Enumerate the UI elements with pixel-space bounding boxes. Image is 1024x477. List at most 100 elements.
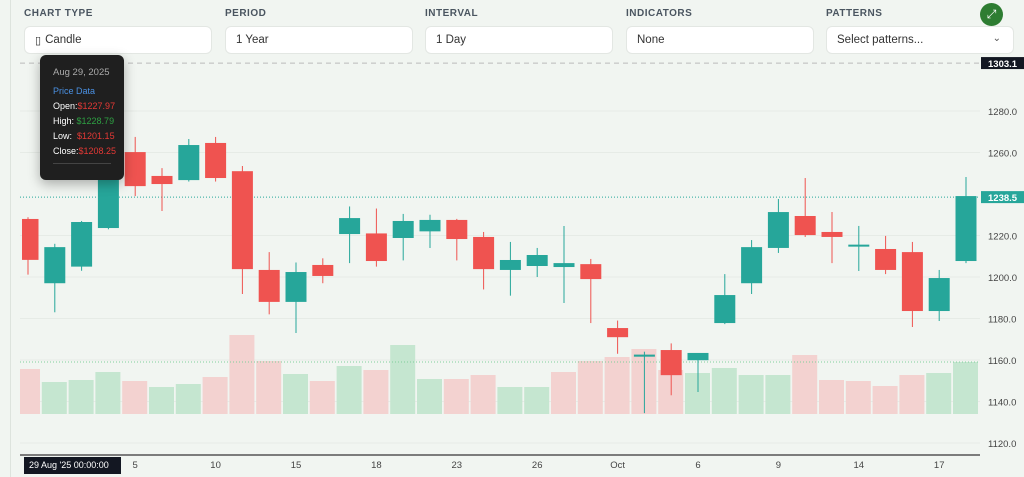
- volume-bar: [229, 335, 255, 414]
- candle-up: [178, 145, 200, 181]
- candle-down: [231, 171, 253, 270]
- volume-bar: [149, 387, 174, 414]
- candle-icon: ▯: [35, 34, 42, 47]
- candle-down: [794, 215, 816, 236]
- volume-bar: [175, 384, 201, 414]
- patterns-placeholder: Select patterns...: [837, 34, 924, 46]
- indicators-select[interactable]: None: [626, 26, 814, 54]
- x-tick-label: 17: [934, 460, 945, 471]
- crosshair-x-label: 29 Aug '25 00:00:00: [29, 460, 109, 470]
- volume-bar: [336, 366, 362, 414]
- y-tick-label: 1160.0: [988, 356, 1016, 367]
- candle-down: [660, 350, 682, 376]
- volume-bar: [845, 381, 871, 414]
- low-value: $1201.15: [77, 131, 115, 141]
- tooltip-close: Close:$1208.25: [53, 146, 116, 156]
- volume-bar: [819, 380, 844, 414]
- volume-bar: [551, 372, 576, 414]
- volume-bar: [283, 374, 308, 414]
- candle-down: [446, 219, 468, 240]
- candle-up: [553, 263, 575, 268]
- candle-up: [767, 212, 789, 248]
- candle-up: [97, 164, 119, 229]
- volume-bar: [202, 377, 228, 414]
- chart-type-select[interactable]: ▯ Candle: [24, 26, 212, 54]
- tooltip-low: Low: $1201.15: [53, 131, 115, 141]
- candle-up: [419, 219, 441, 232]
- period-select[interactable]: 1 Year: [225, 26, 413, 54]
- candle-down: [258, 269, 280, 302]
- candle-down: [365, 233, 387, 262]
- candle-up: [44, 247, 66, 284]
- candle-down: [312, 264, 334, 276]
- volume-bar: [470, 375, 496, 414]
- crosshair-x-badge: [24, 457, 121, 474]
- volume-bar: [68, 380, 94, 414]
- x-tick-label: 14: [854, 460, 865, 471]
- high-value: $1228.79: [76, 116, 115, 126]
- patterns-select[interactable]: Select patterns... ⌄: [826, 26, 1014, 54]
- period-value: 1 Year: [236, 34, 269, 46]
- open-value: $1227.97: [77, 101, 116, 111]
- volume-bar: [417, 379, 442, 414]
- volume-bar: [95, 372, 121, 414]
- candle-down: [124, 152, 146, 187]
- candle-up: [71, 222, 93, 267]
- candle-down: [580, 264, 602, 280]
- high-label: High:: [53, 116, 75, 126]
- tooltip: Aug 29, 2025 Price Data Open:$1227.97 Hi…: [40, 55, 124, 180]
- interval-label: INTERVAL: [425, 8, 479, 19]
- volume-bar: [524, 387, 550, 414]
- indicators-value: None: [637, 34, 665, 46]
- candle-up: [339, 218, 361, 235]
- candle-up: [499, 259, 521, 270]
- candle-down: [821, 231, 843, 237]
- tooltip-open: Open:$1227.97: [53, 101, 115, 111]
- candle-down: [901, 252, 923, 312]
- volume-bar: [390, 345, 416, 414]
- last-price-badge: [981, 191, 1024, 204]
- volume-bar: [899, 375, 925, 414]
- x-tick-label: 10: [210, 460, 221, 471]
- candle-down: [22, 218, 39, 260]
- close-label: Close:: [53, 146, 79, 156]
- y-tick-label: 1220.0: [988, 232, 1017, 243]
- candle-down: [875, 248, 897, 270]
- interval-value: 1 Day: [436, 34, 467, 46]
- y-tick-label: 1140.0: [988, 398, 1016, 409]
- expand-icon: ⤢: [986, 7, 997, 21]
- y-tick-label: 1180.0: [988, 315, 1016, 326]
- indicators-label: INDICATORS: [626, 8, 693, 19]
- left-border: [10, 0, 11, 477]
- x-tick-label: Oct: [610, 460, 625, 471]
- y-tick-label: 1120.0: [988, 439, 1016, 450]
- candle-up: [955, 196, 977, 262]
- candle-up: [928, 278, 950, 312]
- expand-button[interactable]: ⤢: [980, 3, 1003, 26]
- volume-bar: [497, 387, 523, 414]
- tooltip-section: Price Data: [53, 86, 96, 96]
- volume-bar: [577, 361, 603, 414]
- volume-bar: [765, 375, 791, 414]
- candle-down: [473, 236, 495, 270]
- volume-bar: [363, 370, 389, 414]
- candle-up: [741, 247, 763, 284]
- x-tick-label: 23: [452, 460, 463, 471]
- interval-select[interactable]: 1 Day: [425, 26, 613, 54]
- candle-up: [848, 244, 870, 247]
- y-tick-label: 1280.0: [988, 107, 1017, 118]
- x-tick-label: 26: [532, 460, 543, 471]
- y-tick-label: 1260.0: [988, 149, 1017, 160]
- chart-type-label: CHART TYPE: [24, 8, 93, 19]
- y-tick-label: 1200.0: [988, 273, 1017, 284]
- last-price-label: 1238.5: [988, 193, 1018, 204]
- volume-bar: [711, 368, 737, 414]
- candle-down: [151, 175, 173, 185]
- candle-up: [526, 255, 548, 267]
- volume-bar: [443, 379, 469, 414]
- max-price-label: 1303.1: [988, 59, 1018, 70]
- candle-up: [285, 272, 307, 302]
- close-value: $1208.25: [78, 146, 117, 156]
- candle-up: [392, 220, 414, 238]
